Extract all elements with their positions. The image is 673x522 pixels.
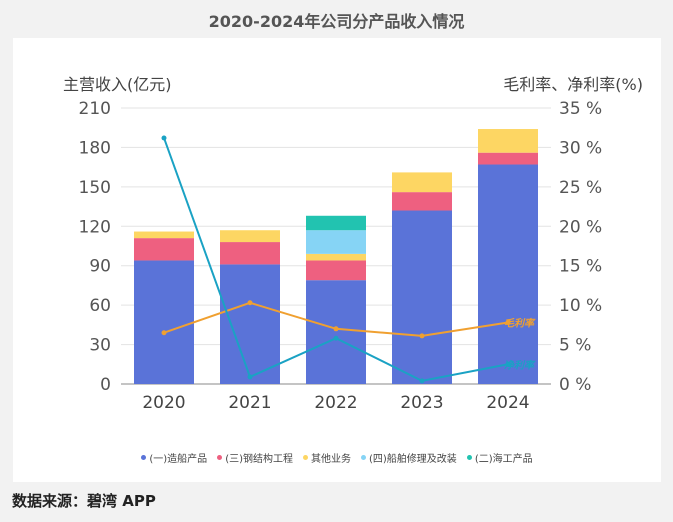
x-tick-label: 2023 (400, 393, 443, 413)
bar-segment (306, 260, 366, 281)
x-tick-label: 2021 (228, 393, 271, 413)
y-left-tick-label: 120 (79, 217, 111, 237)
line-point (505, 361, 511, 367)
bar-segment (478, 164, 538, 384)
y-right-tick-label: 20 % (559, 217, 602, 237)
line-point (247, 300, 253, 306)
line-end-label: 净利率 (504, 359, 536, 371)
chart-panel: 0 30 60 90 120 150 180 210 0 % 5 % 10 % 15 % 20 % 25 … (13, 38, 661, 482)
line-point (161, 330, 167, 336)
bar-segment (220, 242, 280, 265)
y-right-tick-label: 30 % (559, 138, 602, 158)
bar-segment (306, 280, 366, 384)
bar-segment (306, 230, 366, 254)
y-left-tick-label: 90 (89, 257, 111, 277)
y-left-tick-label: 180 (79, 138, 111, 158)
y-right-tick-label: 35 % (559, 99, 602, 119)
y-left-tick-label: 210 (79, 99, 111, 119)
x-tick-label: 2024 (486, 393, 529, 413)
legend-swatch (303, 455, 308, 460)
legend-label: (三)钢结构工程 (225, 454, 293, 465)
legend-label: 其他业务 (311, 454, 351, 465)
x-tick-label: 2022 (314, 393, 357, 413)
line-point (161, 135, 167, 141)
bar-segment (306, 253, 366, 261)
bar-segment (134, 238, 194, 261)
y-right-tick-label: 10 % (559, 296, 602, 316)
y-left-axis-title: 主营收入(亿元) (63, 75, 172, 94)
legend-item: (一)造船产品 (141, 450, 207, 465)
legend-item: (四)船舶修理及改装 (361, 450, 457, 465)
line-point (333, 326, 339, 332)
bar-segment (478, 129, 538, 153)
legend-label: (二)海工产品 (474, 454, 533, 465)
bar-segment (220, 230, 280, 243)
chart-title: 2020-2024年公司分产品收入情况 (208, 12, 465, 31)
y-left-tick-label: 150 (79, 178, 111, 198)
legend-swatch (141, 455, 147, 460)
legend-swatch (217, 455, 223, 460)
legend-item: (二)海工产品 (466, 450, 533, 465)
legend-label: (一)造船产品 (149, 454, 208, 465)
bar-segment (220, 264, 280, 384)
line-point (505, 319, 511, 325)
line-point (419, 333, 425, 339)
bar-segment (134, 260, 194, 384)
data-source: 数据来源：碧湾 APP (12, 492, 156, 510)
legend-item: 其他业务 (303, 450, 351, 465)
bar-segment (306, 215, 366, 231)
bar-segment (392, 210, 452, 384)
y-right-tick-label: 0 % (559, 375, 591, 395)
line-point (333, 335, 339, 341)
y-right-tick-label: 25 % (559, 178, 602, 198)
legend-swatch (466, 455, 472, 460)
line-end-label: 毛利率 (504, 317, 536, 329)
x-tick-label: 2020 (142, 393, 185, 413)
bar-segment (392, 192, 452, 211)
chart-legend: (一)造船产品 (三)钢结构工程 其他业务 (四)船舶修理及改装 (二)海工产品 (13, 450, 661, 465)
legend-swatch (361, 455, 366, 460)
y-left-tick-label: 60 (89, 296, 111, 316)
y-right-axis-title: 毛利率、净利率(%) (503, 75, 643, 94)
legend-label: (四)船舶修理及改装 (369, 454, 457, 465)
bar-segment (478, 152, 538, 165)
y-right-tick-label: 5 % (559, 336, 591, 356)
line-point (247, 374, 253, 380)
legend-item: (三)钢结构工程 (217, 450, 293, 465)
line-point (419, 378, 425, 384)
y-right-tick-label: 15 % (559, 257, 602, 277)
bar-segment (134, 231, 194, 239)
chart-svg: 0 30 60 90 120 150 180 210 0 % 5 % 10 % 15 % 20 % 25 … (63, 75, 643, 413)
bar-segment (392, 172, 452, 193)
y-left-tick-label: 30 (89, 336, 111, 356)
y-left-tick-label: 0 (100, 375, 111, 395)
